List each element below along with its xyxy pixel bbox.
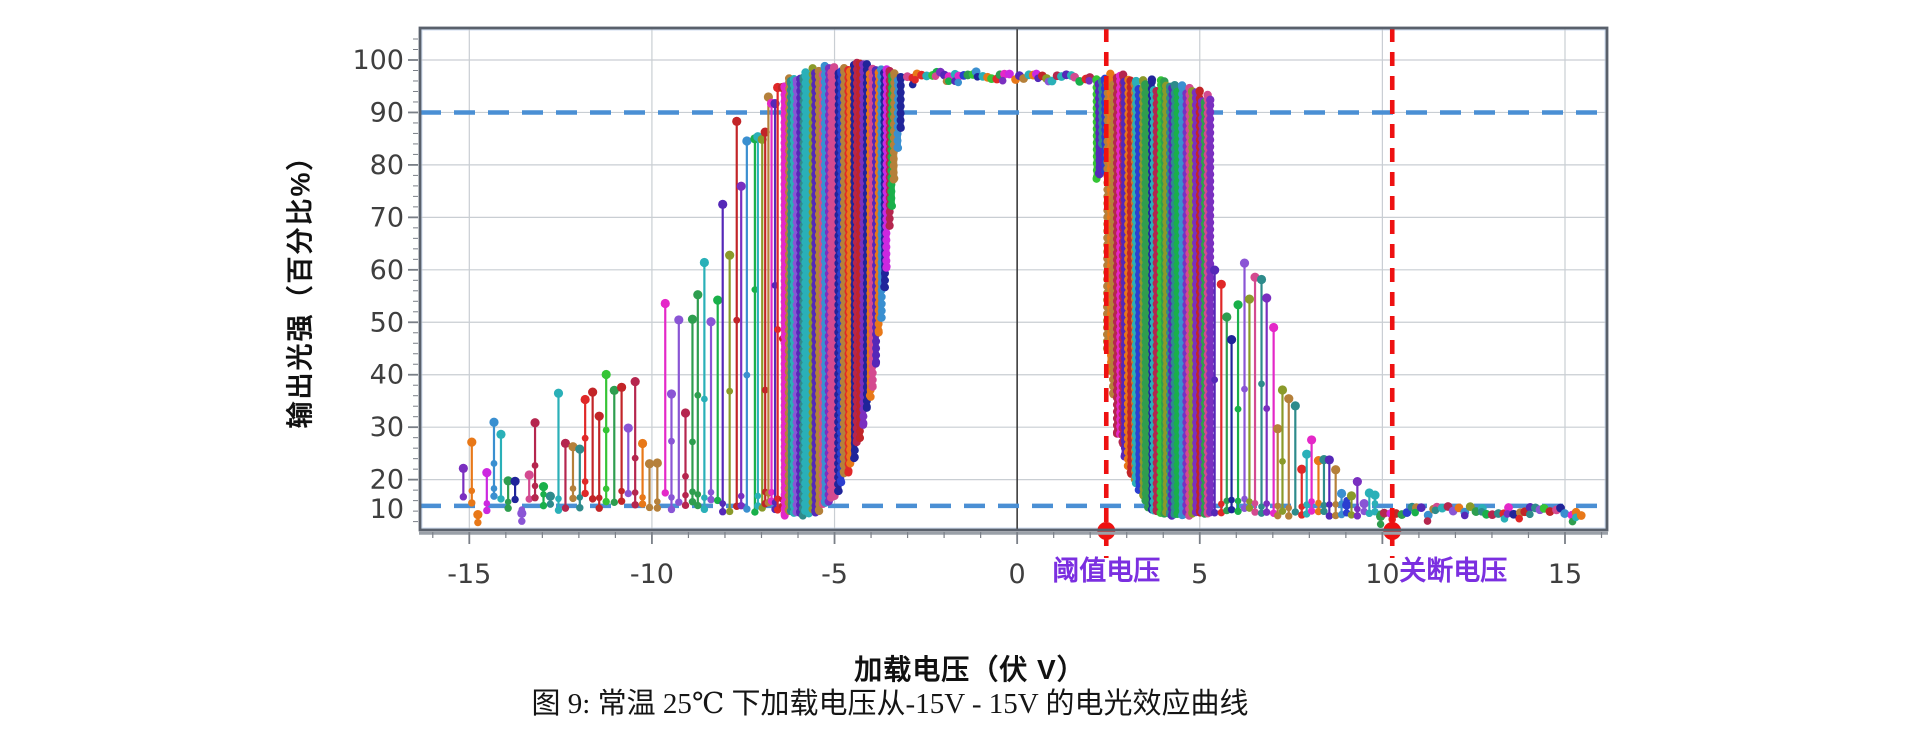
segment-noise-floor-left [458, 298, 691, 527]
x-axis-title: 加载电压（伏 V） [854, 654, 1086, 685]
svg-text:-15: -15 [447, 559, 491, 590]
segment-plateau-top [902, 67, 1095, 89]
svg-text:90: 90 [370, 97, 404, 128]
svg-text:5: 5 [1191, 559, 1208, 590]
segment-tail-right [1379, 502, 1586, 526]
svg-text:0: 0 [1009, 559, 1026, 590]
data-layer [458, 58, 1586, 528]
svg-text:-10: -10 [630, 559, 674, 590]
svg-text:40: 40 [370, 360, 404, 391]
segment-decay-right [1210, 258, 1386, 528]
svg-text:100: 100 [352, 45, 404, 76]
svg-text:15: 15 [1548, 559, 1582, 590]
svg-text:50: 50 [370, 307, 404, 338]
svg-text:-5: -5 [821, 559, 848, 590]
threshold-voltage-label: 阈值电压 [1052, 556, 1161, 586]
segment-dense-band-right [1102, 69, 1215, 520]
svg-text:60: 60 [370, 255, 404, 286]
segment-dense-band-left [780, 58, 906, 520]
svg-text:70: 70 [370, 202, 404, 233]
cutoff-voltage-label: 关断电压 [1399, 556, 1508, 586]
plot-border [418, 26, 1609, 532]
segment-rise-left [687, 116, 752, 516]
svg-text:20: 20 [370, 465, 404, 496]
svg-text:10: 10 [1365, 559, 1399, 590]
svg-text:10: 10 [370, 494, 404, 525]
plot-inner-tint [420, 28, 1607, 530]
figure-caption: 图 9: 常温 25℃ 下加载电压从-15V - 15V 的电光效应曲线 [531, 688, 1249, 720]
svg-text:80: 80 [370, 150, 404, 181]
svg-text:30: 30 [370, 412, 404, 443]
